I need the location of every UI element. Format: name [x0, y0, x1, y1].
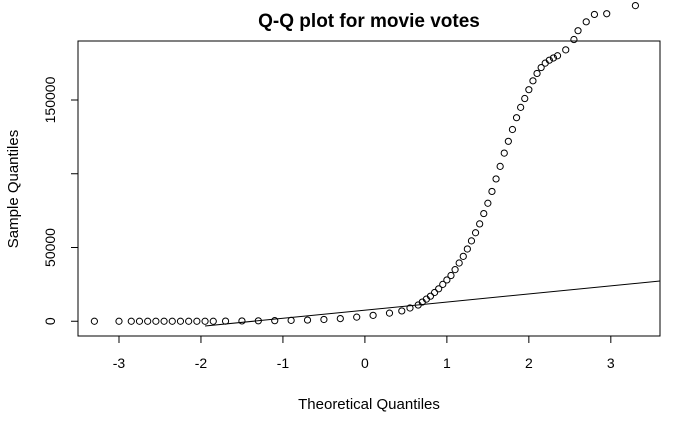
data-point	[160, 317, 168, 325]
data-point	[439, 280, 447, 288]
x-tick-label: 0	[361, 355, 369, 371]
data-point	[435, 285, 443, 293]
data-point	[115, 317, 123, 325]
x-tick-label: -3	[113, 355, 126, 371]
data-point	[508, 125, 517, 134]
data-point	[562, 46, 570, 54]
data-point	[574, 27, 582, 35]
data-point	[492, 175, 500, 183]
data-point	[570, 35, 578, 44]
qq-reference-line	[205, 280, 661, 327]
data-point	[254, 317, 262, 325]
data-point	[320, 315, 328, 324]
data-point	[549, 54, 558, 62]
x-axis: -3 -2 -1 0 1 2 3	[113, 335, 615, 371]
data-point	[193, 317, 201, 325]
data-point	[238, 317, 246, 325]
x-tick-label: -2	[195, 355, 208, 371]
data-point	[336, 314, 344, 323]
data-point	[484, 199, 492, 207]
plot-frame	[77, 40, 661, 337]
x-axis-label: Theoretical Quantiles	[298, 396, 440, 413]
y-tick-label: 50000	[42, 228, 58, 267]
data-point	[144, 317, 152, 325]
data-point	[603, 10, 611, 18]
data-point	[209, 317, 217, 325]
data-point	[201, 317, 209, 325]
data-point	[488, 187, 496, 196]
chart-title: Q-Q plot for movie votes	[258, 11, 480, 32]
data-point	[353, 313, 361, 321]
y-axis-label: Sample Quantiles	[5, 130, 22, 248]
data-point	[271, 317, 279, 325]
data-point	[135, 317, 144, 325]
y-axis: 0 50000 150000	[42, 76, 79, 325]
data-point	[127, 317, 135, 325]
data-point	[176, 317, 185, 325]
y-tick-label: 0	[42, 317, 58, 325]
data-point	[529, 77, 537, 85]
data-point	[168, 317, 176, 325]
x-tick-label: 2	[525, 355, 533, 371]
data-point	[480, 209, 488, 218]
data-point	[152, 317, 160, 325]
data-point	[525, 86, 533, 94]
data-point	[398, 307, 406, 315]
data-point	[406, 304, 414, 312]
data-point	[521, 94, 529, 103]
data-point	[426, 292, 435, 300]
x-tick-label: 1	[443, 355, 451, 371]
data-point	[533, 69, 541, 78]
data-point	[221, 317, 230, 325]
data-point	[471, 229, 480, 237]
data-point	[500, 149, 508, 157]
data-point	[385, 309, 394, 317]
data-point	[553, 52, 562, 60]
x-tick-label: -1	[277, 355, 290, 371]
data-point	[517, 103, 525, 111]
plot-area	[90, 2, 661, 327]
data-point	[545, 56, 553, 64]
y-tick-label: 150000	[42, 76, 58, 123]
data-point	[185, 317, 193, 325]
data-point	[631, 2, 640, 10]
data-point	[443, 276, 451, 284]
data-point	[287, 316, 295, 324]
data-point	[476, 220, 484, 228]
x-tick-label: 3	[607, 355, 615, 371]
data-point	[504, 137, 512, 145]
data-point	[430, 288, 439, 297]
data-point	[582, 18, 590, 26]
data-point	[537, 63, 545, 72]
data-point	[451, 266, 459, 274]
data-point	[447, 271, 455, 280]
data-point	[369, 311, 377, 319]
data-point	[496, 162, 504, 170]
data-point	[463, 245, 471, 253]
data-point	[459, 252, 467, 260]
data-point	[590, 10, 599, 19]
data-point	[455, 259, 463, 267]
data-point	[90, 317, 98, 325]
data-point	[303, 316, 312, 324]
data-point	[512, 114, 521, 122]
data-point	[467, 237, 476, 245]
